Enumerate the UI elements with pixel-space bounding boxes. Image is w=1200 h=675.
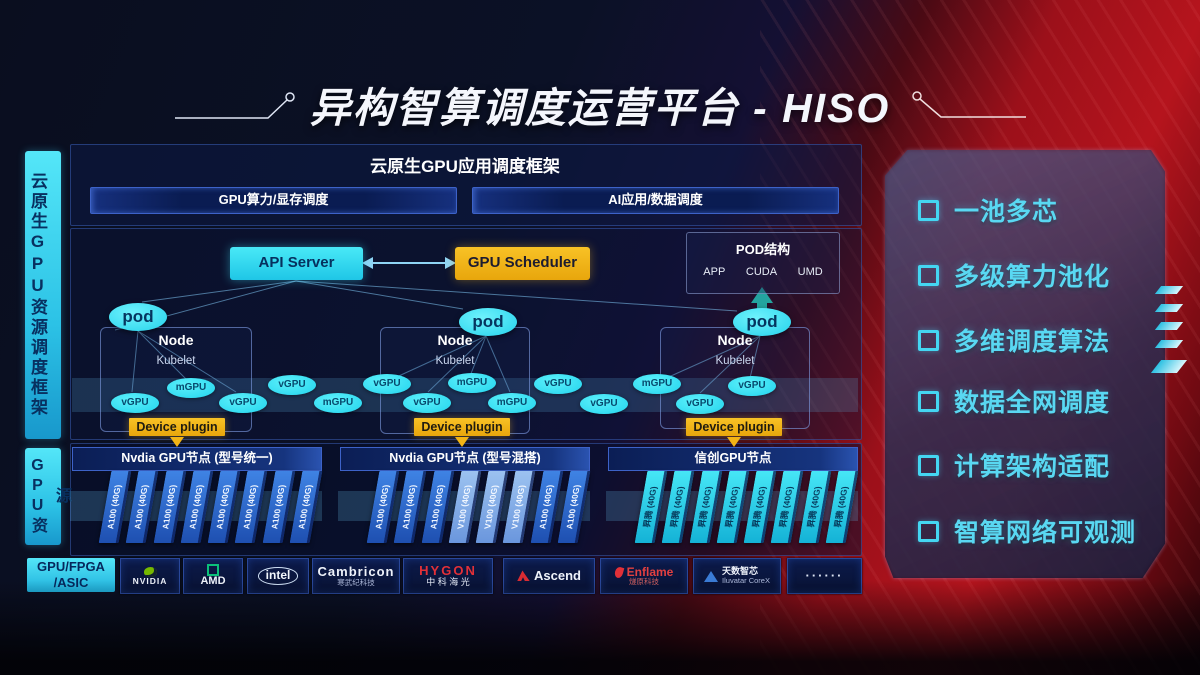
pod-ellipse-3: pod [733, 308, 791, 336]
gpu-unit-ellipse: vGPU [363, 374, 411, 394]
device-plugin-1: Device plugin [129, 418, 225, 436]
feature-panel-frame: 一池多芯 多级算力池化 多维调度算法 数据全网调度 计算架构适配 智算网络可观测 [885, 150, 1165, 578]
vendor-subname: 燧原科技 [629, 577, 659, 587]
gpu-unit-ellipse: vGPU [268, 375, 316, 395]
feature-item: 多维调度算法 [918, 325, 1111, 356]
node-label: Node [717, 332, 753, 348]
gpu-unit-ellipse: vGPU [676, 394, 724, 414]
chip-line1: GPU/FPGA [37, 559, 105, 574]
vendor-name: NVIDIA [132, 575, 168, 586]
gpu-node-group-mixed: Nvdia GPU节点 (型号混搭) A100 (40G) A100 (40G)… [338, 445, 591, 553]
checkbox-icon [918, 264, 939, 286]
gpu-unit-ellipse: vGPU [534, 374, 582, 394]
device-plugin-2: Device plugin [414, 418, 510, 436]
vendor-enflame: Enflame 燧原科技 [600, 558, 688, 594]
node-label: Node [158, 332, 194, 348]
vendor-name: Ascend [534, 568, 581, 584]
device-plugin-3: Device plugin [686, 418, 782, 436]
api-server-box: API Server [230, 247, 363, 280]
feature-item: 计算架构适配 [918, 450, 1111, 481]
feature-panel: 一池多芯 多级算力池化 多维调度算法 数据全网调度 计算架构适配 智算网络可观测 [885, 150, 1165, 578]
feature-item: 智算网络可观测 [918, 516, 1137, 547]
gpu-unit-ellipse: vGPU [728, 376, 776, 396]
vendor-intel: intel [247, 558, 309, 594]
kubelet-label: Kubelet [156, 355, 196, 367]
pod-structure-box: POD结构 APP CUDA UMD [686, 232, 840, 294]
vendor-ascend: Ascend [503, 558, 595, 594]
intel-logo: intel [257, 567, 299, 585]
vendor-amd: AMD [183, 558, 243, 594]
feature-label: 一池多芯 [954, 198, 1059, 226]
vendor-name: Cambricon [317, 564, 395, 580]
left-tab-framework: 云原生GPU资源调度框架 [25, 151, 61, 439]
gpu-unit-ellipse: vGPU [403, 393, 451, 413]
feature-label: 多维调度算法 [954, 328, 1111, 356]
bar-ai-data-scheduling: AI应用/数据调度 [472, 187, 839, 214]
enflame-icon [613, 565, 624, 579]
gpu-unit-ellipse: mGPU [488, 393, 536, 413]
feature-item: 一池多芯 [918, 195, 1059, 226]
gpu-unit-ellipse: mGPU [167, 378, 215, 398]
ellipsis-label: ······ [805, 568, 844, 584]
gpu-scheduler-box: GPU Scheduler [455, 247, 590, 280]
vendor-iluvatar: 天数智芯 Iluvatar CoreX [693, 558, 781, 594]
ascend-icon [517, 570, 531, 582]
feature-label: 数据全网调度 [954, 389, 1111, 417]
feature-label: 多级算力池化 [954, 263, 1111, 291]
vendor-subname: 中 科 海 光 [426, 577, 470, 588]
checkbox-icon [918, 454, 939, 476]
kubelet-label: Kubelet [435, 355, 475, 367]
iluvatar-icon [704, 570, 719, 582]
feature-label: 计算架构适配 [954, 453, 1111, 481]
gpu-group-title: Nvdia GPU节点 (型号统一) [72, 447, 322, 471]
vendor-subname: Iluvatar CoreX [722, 575, 770, 585]
feature-item: 多级算力池化 [918, 260, 1111, 291]
pod-structure-item-app: APP [703, 266, 726, 278]
pod-ellipse-1: pod [109, 303, 167, 331]
pod-structure-item-cuda: CUDA [745, 266, 778, 278]
gpu-group-title: 信创GPU节点 [608, 447, 858, 471]
page-title: 异构智算调度运营平台 - HISO [309, 85, 891, 131]
vendor-cambricon: Cambricon 寒武纪科技 [312, 558, 400, 594]
checkbox-icon [918, 520, 939, 542]
checkbox-icon [918, 390, 939, 412]
vendor-hygon: HYGON 中 科 海 光 [403, 558, 493, 594]
bar-gpu-compute-scheduling: GPU算力/显存调度 [90, 187, 457, 214]
gpu-unit-ellipse: vGPU [219, 393, 267, 413]
node-label: Node [437, 332, 473, 348]
feature-label: 智算网络可观测 [954, 519, 1137, 547]
pod-structure-item-umd: UMD [797, 266, 823, 278]
gpu-group-title: Nvdia GPU节点 (型号混搭) [340, 447, 590, 471]
checkbox-icon [918, 199, 939, 221]
feature-item: 数据全网调度 [918, 386, 1111, 417]
kubelet-label: Kubelet [715, 355, 755, 367]
pod-structure-title: POD结构 [735, 242, 791, 257]
gpu-unit-ellipse: mGPU [314, 393, 362, 413]
gpu-unit-ellipse: vGPU [580, 394, 628, 414]
gpu-unit-ellipse: vGPU [111, 393, 159, 413]
chip-line2: /ASIC [53, 575, 89, 590]
gpu-unit-ellipse: mGPU [633, 374, 681, 394]
vendor-subname: 寒武纪科技 [337, 577, 375, 587]
framework-title: 云原生GPU应用调度框架 [370, 157, 560, 176]
vendor-more: ······ [787, 558, 862, 594]
gpu-node-group-xinchuang: 信创GPU节点 昇腾 (40G) 昇腾 (40G) 昇腾 (40G) 昇腾 (4… [606, 445, 859, 553]
checkbox-icon [918, 329, 939, 351]
pod-ellipse-2: pod [459, 308, 517, 336]
vendor-name: AMD [200, 575, 226, 588]
gpu-unit-ellipse: mGPU [448, 373, 496, 393]
chip-gpu-fpga-asic: GPU/FPGA /ASIC [27, 558, 115, 592]
vendor-nvidia: NVIDIA [120, 558, 180, 594]
gpu-node-group-uniform: Nvdia GPU节点 (型号统一) A100 (40G) A100 (40G)… [70, 445, 323, 553]
left-tab-gpu-resource: GPU资源 [25, 448, 70, 545]
